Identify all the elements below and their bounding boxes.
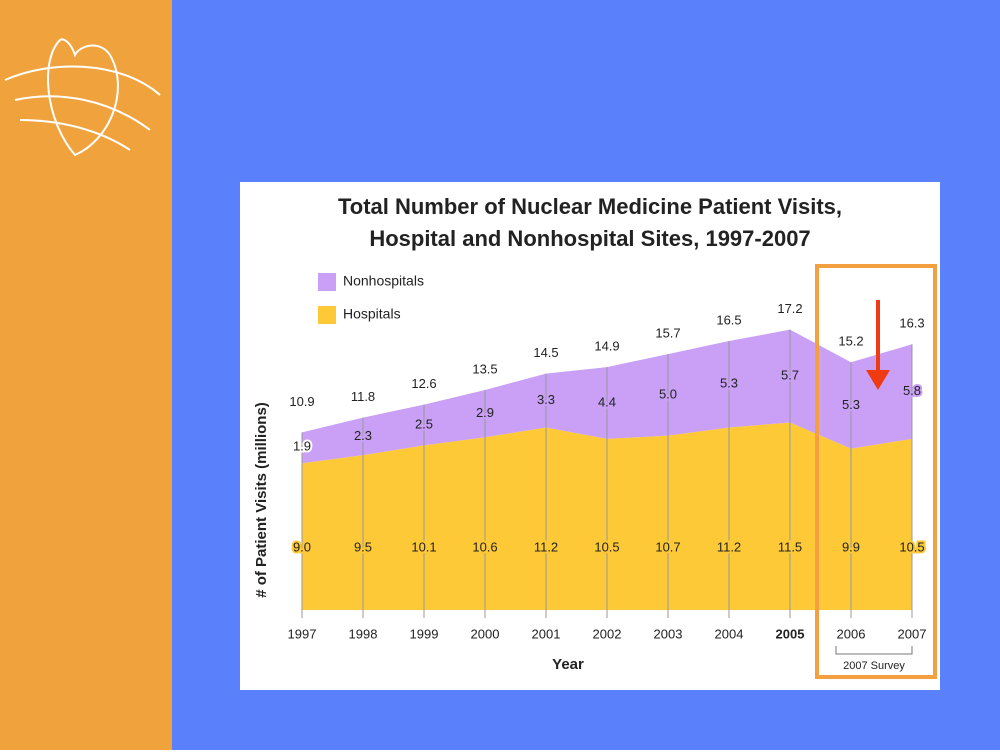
data-label: 2.3 — [354, 428, 372, 443]
total-label: 10.9 — [289, 394, 314, 409]
chart-title: Total Number of Nuclear Medicine Patient… — [338, 194, 842, 219]
x-tick-label: 2004 — [715, 626, 744, 641]
data-label: 9.9 — [842, 539, 860, 554]
data-label: 5.7 — [781, 368, 799, 383]
x-tick-label: 2006 — [837, 626, 866, 641]
x-tick-label: 2002 — [593, 626, 622, 641]
total-label: 13.5 — [472, 361, 497, 376]
side-strip — [0, 0, 172, 750]
x-axis-label: Year — [552, 656, 584, 673]
survey-bracket — [835, 646, 913, 655]
data-label: 2.5 — [415, 416, 433, 431]
x-tick-label: 1998 — [349, 626, 378, 641]
chart-title: Hospital and Nonhospital Sites, 1997-200… — [369, 226, 810, 251]
data-label: 2.9 — [476, 405, 494, 420]
logo — [4, 38, 161, 157]
data-label: 9.5 — [354, 539, 372, 554]
data-label: 3.3 — [537, 392, 555, 407]
data-label: 5.8 — [903, 383, 921, 398]
arrow — [866, 300, 890, 390]
data-label: 4.4 — [598, 394, 616, 409]
x-tick-label: 2001 — [532, 626, 561, 641]
total-label: 14.9 — [594, 339, 619, 354]
legend-swatch — [318, 306, 336, 324]
data-label: 10.5 — [594, 539, 619, 554]
data-label: 5.0 — [659, 386, 677, 401]
total-label: 14.5 — [533, 345, 558, 360]
total-label: 12.6 — [411, 376, 436, 391]
legend-label: Nonhospitals — [343, 273, 424, 289]
x-tick-label: 1999 — [410, 626, 439, 641]
x-tick-label: 2003 — [654, 626, 683, 641]
data-label: 10.5 — [899, 539, 924, 554]
y-axis-label: # of Patient Visits (millions) — [253, 402, 270, 598]
chart: Total Number of Nuclear Medicine Patient… — [253, 194, 927, 673]
data-label: 1.9 — [293, 439, 311, 454]
data-label: 10.6 — [472, 539, 497, 554]
data-label: 11.2 — [534, 539, 558, 554]
data-label: 9.0 — [293, 539, 311, 554]
legend-swatch — [318, 273, 336, 291]
total-label: 15.2 — [838, 334, 863, 349]
data-label: 5.3 — [842, 397, 860, 412]
data-label: 5.3 — [720, 376, 738, 391]
total-label: 16.5 — [716, 312, 741, 327]
highlight-box — [815, 264, 937, 679]
x-tick-label: 2000 — [471, 626, 500, 641]
data-label: 11.2 — [717, 539, 741, 554]
x-tick-label: 1997 — [288, 626, 317, 641]
total-label: 11.8 — [351, 389, 375, 404]
legend-label: Hospitals — [343, 306, 401, 322]
total-label: 15.7 — [655, 326, 680, 341]
data-label: 11.5 — [778, 539, 802, 554]
x-tick-label: 2005 — [776, 626, 805, 641]
data-label: 10.7 — [655, 539, 680, 554]
total-label: 16.3 — [899, 316, 924, 331]
annotation: 2007 Survey — [843, 660, 905, 672]
x-tick-label: 2007 — [898, 626, 927, 641]
data-label: 10.1 — [411, 539, 436, 554]
total-label: 17.2 — [777, 301, 802, 316]
